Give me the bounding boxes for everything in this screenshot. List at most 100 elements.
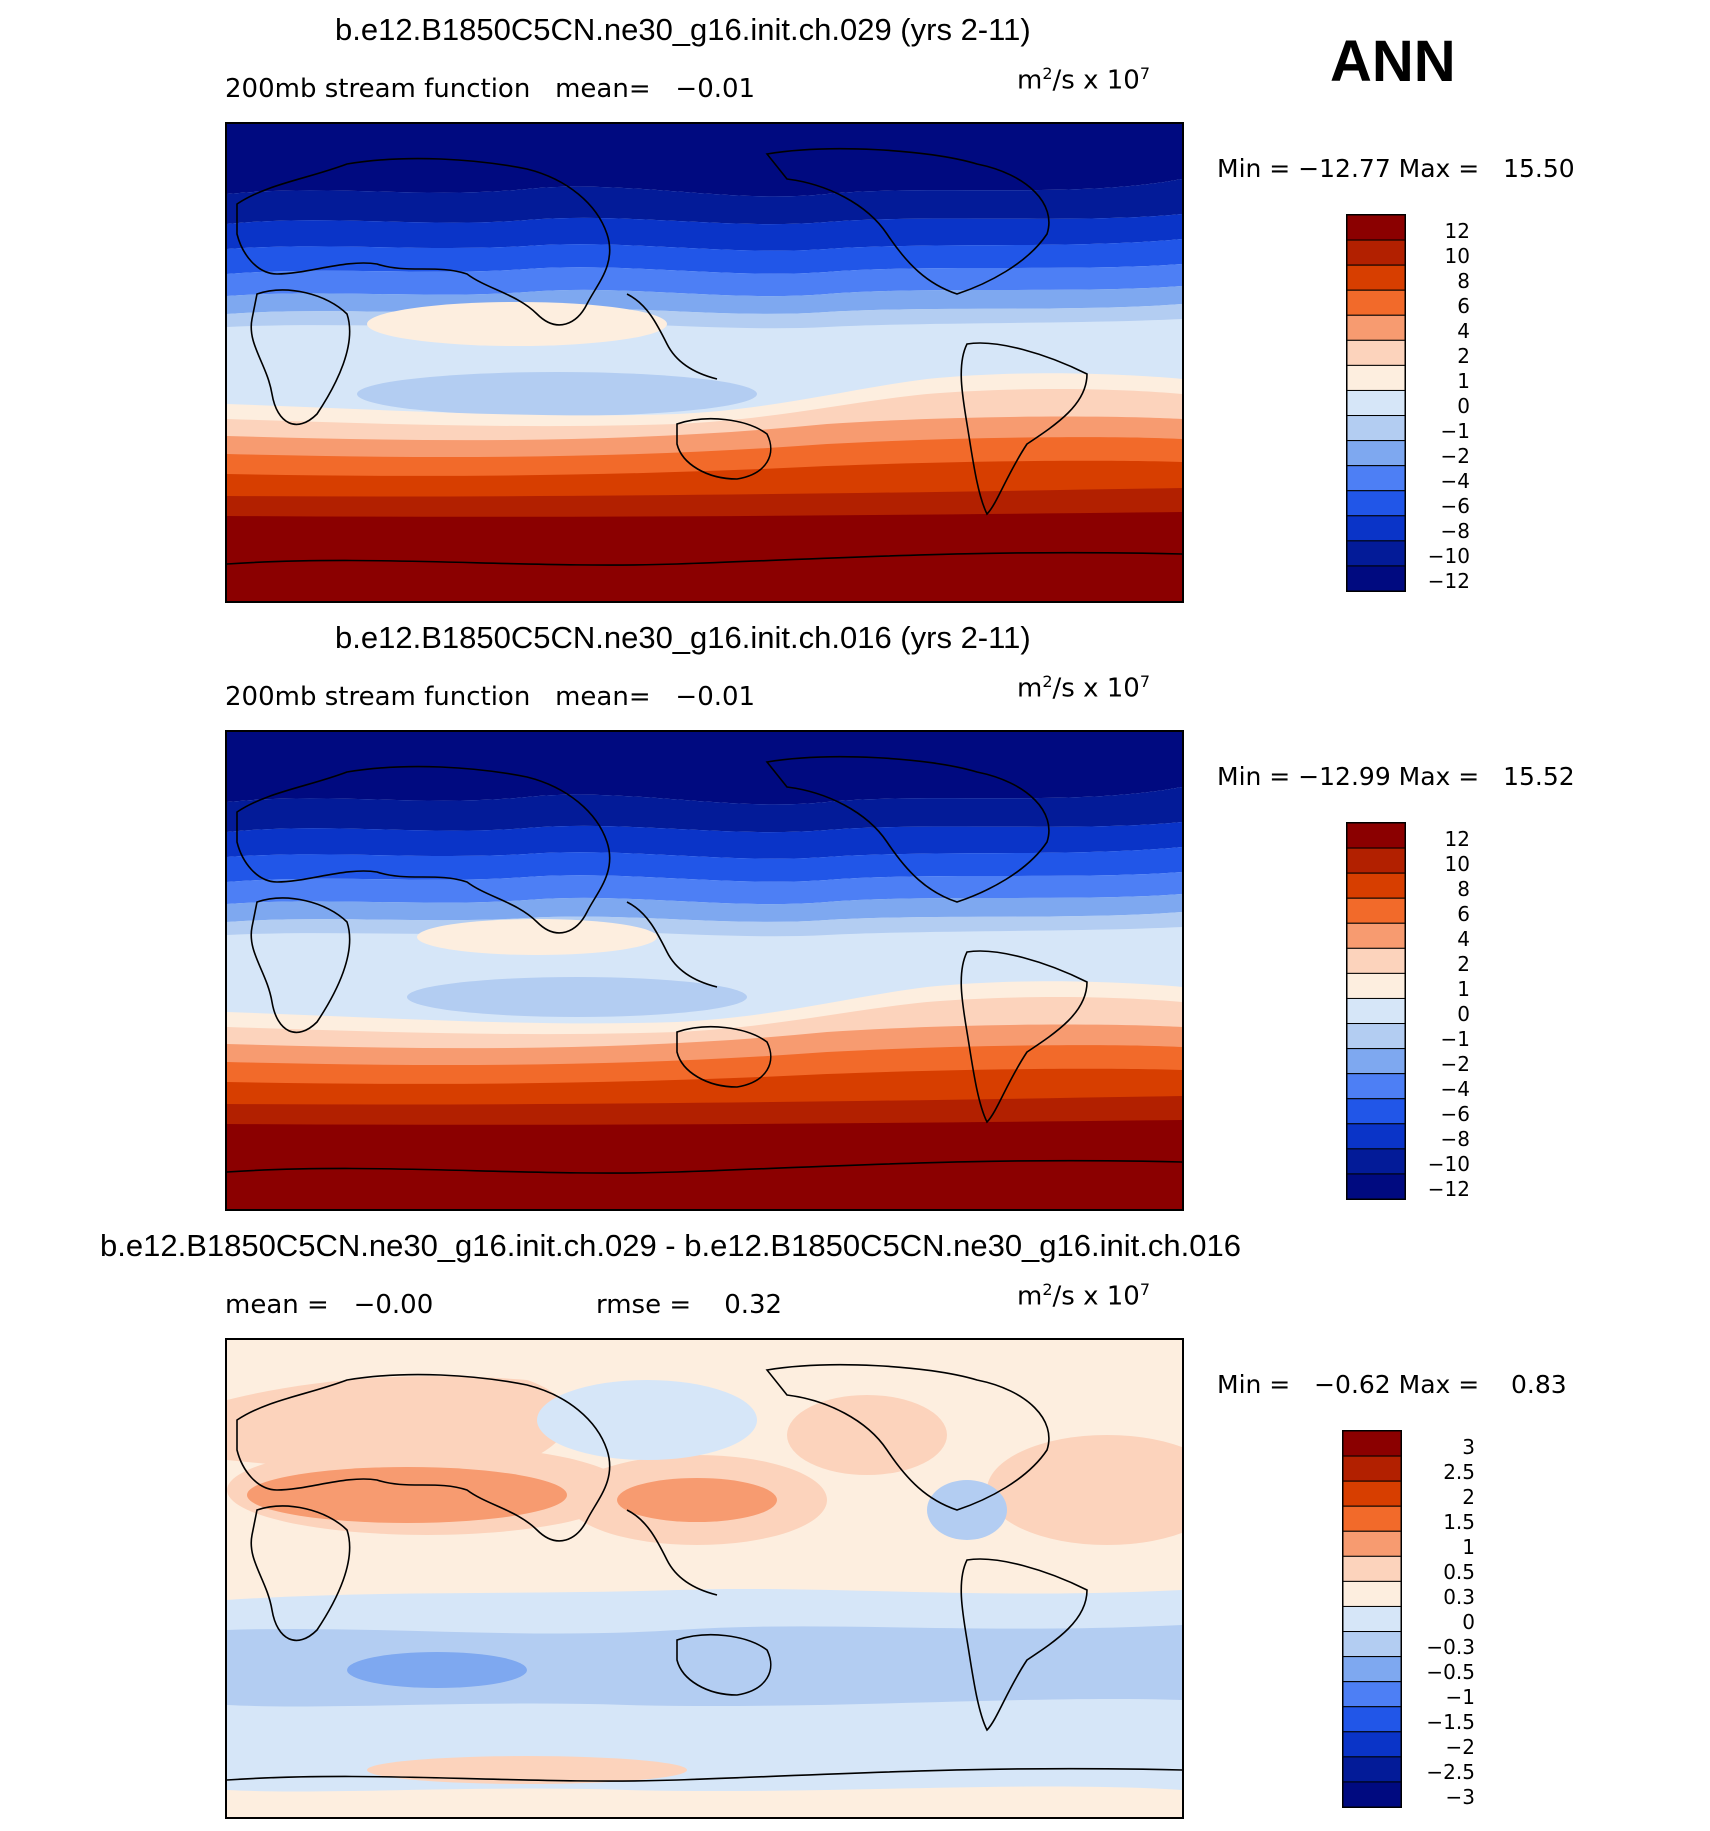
colorbar3-tick-label: −1.5 (1426, 1710, 1475, 1735)
colorbar1-box-4 (1347, 314, 1405, 341)
panel3-minmax: Min = −0.62 Max = 0.83 (1217, 1370, 1567, 1399)
panel1-minmax: Min = −12.77 Max = 15.50 (1217, 154, 1575, 183)
colorbar3-tick-label: −2.5 (1426, 1760, 1475, 1785)
colorbar3-box-10 (1343, 1681, 1401, 1708)
panel3-mean: mean = −0.00 (225, 1290, 434, 1320)
panel1-units: m2/s x 107 (1017, 64, 1151, 96)
colorbar1-tick-label: 1 (1457, 368, 1470, 393)
colorbar1-tick-label: −1 (1440, 419, 1470, 444)
panel3-map (225, 1338, 1184, 1819)
panel1-band-neg10 (227, 179, 1182, 225)
colorbar2-box-3 (1347, 897, 1405, 924)
colorbar3-box-13 (1343, 1756, 1401, 1783)
panel3-colorbar-ticks: 3 2.5 2 1.5 1 0.5 0.3 0 −0.3 −0.5 −1 −1.5 −2 −2.5 −3 (1403, 1430, 1475, 1810)
panel2-band-neg12 (227, 732, 1182, 805)
panel2-band-neg8 (227, 822, 1182, 859)
colorbar2-box-9 (1347, 1048, 1405, 1075)
colorbar1-tick-label: −4 (1440, 469, 1470, 494)
panel1-coast-australia (676, 418, 772, 480)
colorbar1-box-8 (1347, 415, 1405, 442)
panel2-colorbar-svg (1347, 823, 1405, 1199)
panel3-coastlines (227, 1364, 1182, 1782)
panel2-band-neg6 (227, 847, 1182, 882)
panel3-pos-npac-core (617, 1478, 777, 1522)
colorbar3-box-1 (1343, 1455, 1401, 1482)
panel3-pos-canada (787, 1395, 947, 1475)
colorbar2-tick-label: 0 (1457, 1002, 1470, 1026)
colorbar2-tick-label: 4 (1457, 926, 1470, 951)
colorbar2-tick-label: −10 (1427, 1152, 1470, 1177)
panel1-coastlines (227, 148, 1182, 566)
colorbar1-tick-label: 2 (1457, 343, 1470, 368)
colorbar2-tick-label: 1 (1457, 976, 1470, 1001)
panel1-band-pos12 (227, 512, 1182, 601)
colorbar1-tick-label: 10 (1444, 243, 1470, 268)
panel1-coast-namerica (765, 148, 1050, 295)
panel1-variable-mean: 200mb stream function mean= −0.01 (225, 74, 756, 104)
panel3-map-svg (227, 1340, 1182, 1817)
panel2-band-neg2 (227, 894, 1182, 922)
colorbar3-box-9 (1343, 1656, 1401, 1683)
panel3-coast-antarctica (227, 1767, 1182, 1782)
colorbar3-box-11 (1343, 1706, 1401, 1733)
colorbar2-box-1 (1347, 847, 1405, 874)
colorbar3-box-3 (1343, 1505, 1401, 1532)
colorbar3-tick-label: −0.5 (1426, 1660, 1475, 1685)
panel1-colorbar-svg (1347, 215, 1405, 591)
panel2-minmax: Min = −12.99 Max = 15.52 (1217, 762, 1575, 791)
panel1-coast-samerica (960, 342, 1088, 516)
colorbar1-tick-label: 0 (1457, 394, 1470, 418)
colorbar3-tick-label: 0.3 (1443, 1584, 1475, 1609)
panel2-coast-eurasia (236, 765, 611, 934)
panel1-coast-antarctica (227, 551, 1182, 566)
colorbar2-box-8 (1347, 1023, 1405, 1050)
panel2-map-svg (227, 732, 1182, 1209)
colorbar3-box-6 (1343, 1580, 1401, 1607)
panel3-rmse: rmse = 0.32 (596, 1290, 783, 1320)
colorbar3-tick-label: 3 (1462, 1434, 1475, 1459)
colorbar1-tick-label: 8 (1457, 268, 1470, 293)
colorbar1-box-12 (1347, 515, 1405, 542)
colorbar1-box-2 (1347, 264, 1405, 291)
panel3-coast-namerica (765, 1364, 1050, 1511)
panel2-coast-antarctica (227, 1159, 1182, 1174)
colorbar2-box-14 (1347, 1173, 1405, 1199)
panel3-units: m2/s x 107 (1017, 1280, 1151, 1312)
panel3-pos-antarctic (367, 1756, 687, 1784)
colorbar3-tick-label: −3 (1445, 1785, 1475, 1810)
colorbar1-box-1 (1347, 239, 1405, 266)
panel3-neg-gulf (927, 1480, 1007, 1540)
panel1-map-svg (227, 124, 1182, 601)
panel1-band-neg6 (227, 239, 1182, 274)
colorbar1-box-3 (1347, 289, 1405, 316)
panel2-band-pos12 (227, 1120, 1182, 1209)
colorbar2-tick-label: −1 (1440, 1027, 1470, 1052)
colorbar3-tick-label: −2 (1445, 1735, 1475, 1760)
colorbar3-tick-label: 1.5 (1443, 1509, 1475, 1534)
colorbar3-tick-label: −0.3 (1426, 1635, 1475, 1660)
colorbar3-tick-label: 2.5 (1443, 1459, 1475, 1484)
panel3-neg-indian (347, 1652, 527, 1688)
colorbar3-tick-label: 2 (1462, 1484, 1475, 1509)
colorbar2-tick-label: 8 (1457, 876, 1470, 901)
panel1-coast-eurasia (236, 157, 611, 326)
season-label: ANN (1330, 29, 1456, 94)
colorbar2-tick-label: 10 (1444, 851, 1470, 876)
colorbar1-tick-label: 4 (1457, 318, 1470, 343)
colorbar1-box-7 (1347, 389, 1405, 417)
panel3-coast-africa (250, 1505, 351, 1642)
panel2-coastlines (227, 756, 1182, 1174)
colorbar2-tick-label: −4 (1440, 1077, 1470, 1102)
colorbar1-tick-label: 12 (1444, 218, 1470, 243)
colorbar3-box-8 (1343, 1631, 1401, 1658)
colorbar1-box-10 (1347, 465, 1405, 492)
panel1-coast-seasia (626, 293, 718, 380)
panel1-band-neg8 (227, 214, 1182, 251)
panel1-band-neg12 (227, 124, 1182, 197)
colorbar1-tick-label: −2 (1440, 444, 1470, 469)
panel1-title: b.e12.B1850C5CN.ne30_g16.init.ch.029 (yr… (335, 12, 1031, 47)
colorbar3-tick-label: −1 (1445, 1685, 1475, 1710)
panel2-coast-australia (676, 1026, 772, 1088)
colorbar1-tick-label: −10 (1427, 544, 1470, 569)
colorbar3-tick-label: 0 (1462, 1610, 1475, 1634)
